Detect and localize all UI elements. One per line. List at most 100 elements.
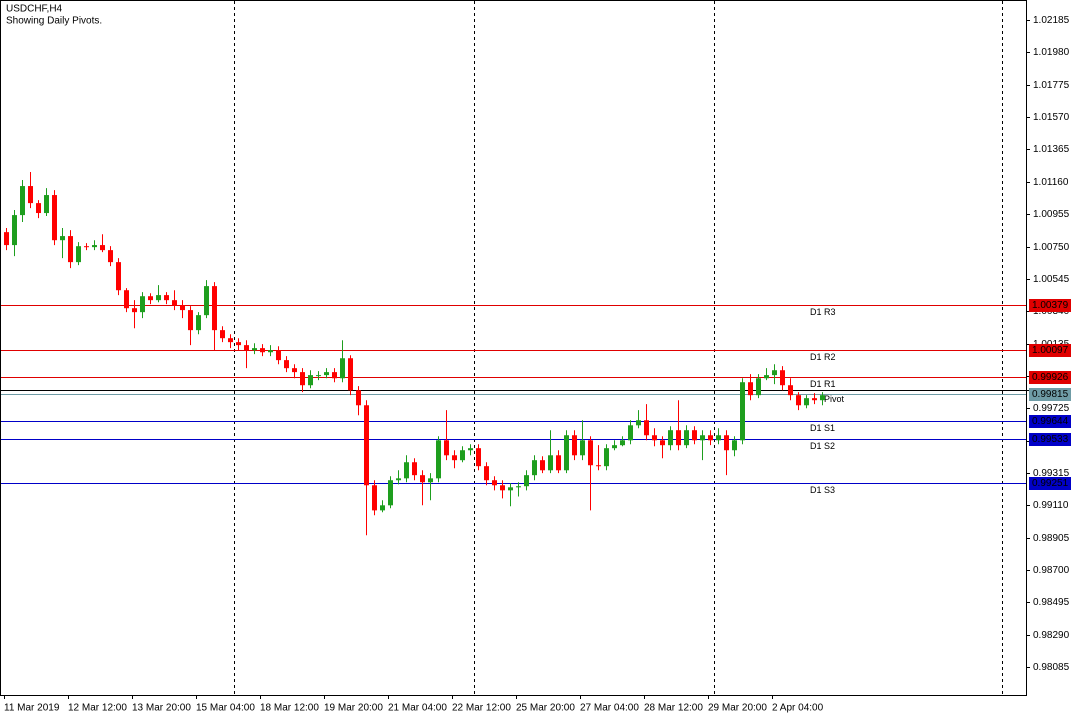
candle-body [540, 460, 545, 471]
candle-body [172, 300, 177, 306]
candle-body [148, 296, 153, 301]
candle-body [124, 290, 129, 309]
candle-body [436, 440, 441, 479]
candle-body [196, 315, 201, 331]
candle-body [252, 348, 257, 351]
candle-body [660, 440, 665, 446]
candle-body [4, 232, 9, 246]
candle-body [364, 405, 369, 486]
candle-body [52, 195, 57, 241]
candle-body [444, 440, 449, 456]
candle-body [684, 430, 689, 446]
candle-body [484, 466, 489, 481]
candle-body [372, 485, 377, 511]
candle-body [428, 478, 433, 483]
candle-body [492, 480, 497, 486]
candle-body [756, 378, 761, 396]
candle-body [812, 398, 817, 401]
candle-body [100, 245, 105, 251]
candle-body [308, 375, 313, 386]
candle-body [460, 450, 465, 461]
candle-body [804, 398, 809, 406]
candle-body [780, 370, 785, 386]
x-tick-label: 25 Mar 20:00 [516, 703, 575, 714]
candle-body [228, 338, 233, 343]
candle-body [68, 236, 73, 263]
candle-body [396, 478, 401, 481]
candle-body [796, 395, 801, 406]
candle-body [508, 487, 513, 491]
candle-body [524, 475, 529, 487]
price-box-label: 0.99815 [1032, 389, 1069, 400]
candle-body [596, 465, 601, 467]
candle-body [268, 350, 273, 353]
y-tick-label: 1.01775 [1033, 80, 1070, 91]
candle-body [668, 430, 673, 446]
candle-body [332, 372, 337, 379]
y-tick-label: 1.00545 [1033, 274, 1070, 285]
candle-body [476, 448, 481, 467]
y-tick-label: 1.01160 [1033, 177, 1069, 188]
candle-body [44, 195, 49, 214]
candle-body [772, 370, 777, 376]
pivot-label: D1 S1 [810, 423, 835, 433]
candle-body [820, 395, 825, 401]
candle-body [164, 295, 169, 301]
candle-body [380, 505, 385, 511]
x-tick-label: 11 Mar 2019 [4, 703, 60, 714]
candle-body [300, 372, 305, 386]
chart-title: USDCHF,H4 [6, 4, 63, 15]
candle-body [636, 420, 641, 426]
candle-body [388, 480, 393, 506]
candle-body [84, 246, 89, 248]
candle-body [556, 455, 561, 471]
candle-body [692, 430, 697, 441]
x-tick-label: 12 Mar 12:00 [68, 703, 127, 714]
separators [234, 1, 1003, 695]
candle-body [236, 342, 241, 346]
y-tick-label: 0.98700 [1033, 565, 1070, 576]
candle-body [156, 295, 161, 301]
plot: D1 R3 D1 R2 D1 R1 Pivot D1 S1 D1 S2 D1 S3 [1, 172, 1070, 536]
candle-body [732, 440, 737, 451]
candle-body [564, 435, 569, 471]
x-tick-label: 2 Apr 04:00 [772, 703, 824, 714]
candle-body [716, 435, 721, 441]
price-box [1029, 344, 1071, 357]
candle-body [676, 430, 681, 446]
candle-body [764, 375, 769, 379]
candle-body [452, 455, 457, 461]
candle-body [532, 460, 537, 476]
candle-body [628, 425, 633, 441]
candle-body [516, 486, 521, 488]
candle-body [60, 236, 65, 241]
y-tick-label: 0.98495 [1033, 597, 1070, 608]
candle-body [36, 203, 41, 214]
x-tick-label: 29 Mar 20:00 [708, 703, 767, 714]
candle-body [92, 245, 97, 248]
pivot-label: D1 R3 [810, 307, 836, 317]
pivot-label: D1 R2 [810, 352, 836, 362]
candle-body [404, 462, 409, 479]
candle-body [356, 390, 361, 406]
candle-body [188, 310, 193, 331]
candle-body [284, 360, 289, 369]
candle-body [116, 262, 121, 291]
price-box [1029, 371, 1071, 384]
chart-subtitle: Showing Daily Pivots. [6, 16, 102, 27]
candle-body [644, 420, 649, 436]
y-tick-label: 0.98905 [1033, 533, 1070, 544]
candle-body [620, 440, 625, 446]
candle-body [324, 372, 329, 376]
x-tick-label: 15 Mar 04:00 [196, 703, 255, 714]
candle-body [292, 368, 297, 373]
price-box [1029, 433, 1071, 446]
candle-body [140, 296, 145, 313]
y-tick-label: 1.01980 [1033, 47, 1070, 58]
candle-body [580, 440, 585, 456]
candle-body [20, 186, 25, 216]
pivot-label: Pivot [824, 394, 845, 404]
